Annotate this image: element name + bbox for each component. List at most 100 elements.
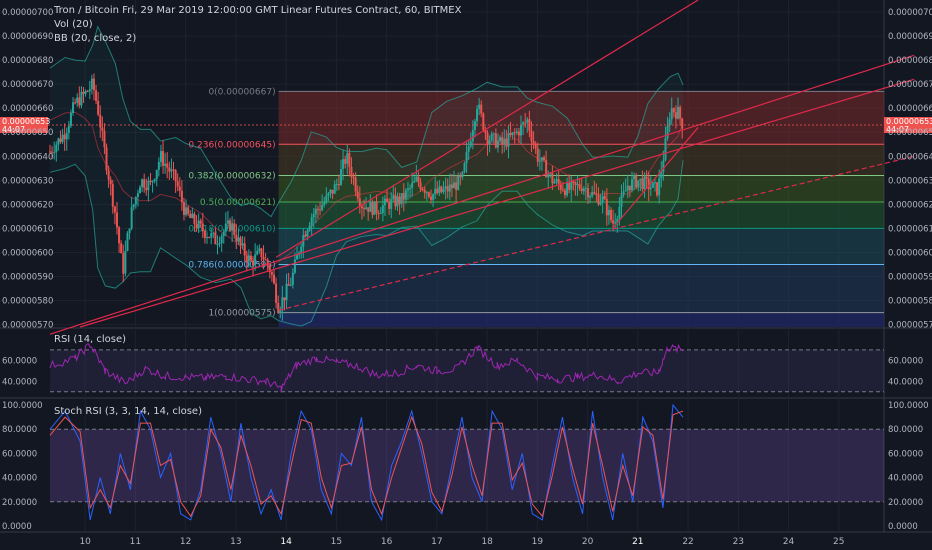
y-tick-label-right: 0.00000690 xyxy=(888,32,932,42)
candle-body xyxy=(653,182,656,184)
candle-body xyxy=(459,175,462,178)
candle-body xyxy=(256,250,259,255)
bb-indicator-label[interactable]: BB (20, close, 2) xyxy=(54,33,137,44)
candle-body xyxy=(243,243,246,256)
candle-body xyxy=(425,192,428,194)
candle-body xyxy=(591,192,594,196)
candle-body xyxy=(402,193,405,200)
candle-body xyxy=(551,173,554,184)
bb-basis xyxy=(49,111,684,267)
candle-body xyxy=(312,214,315,218)
candle-body xyxy=(482,113,485,130)
candle-body xyxy=(210,233,213,238)
y-tick-label-right: 0.00000700 xyxy=(888,8,932,18)
candle-body xyxy=(237,237,240,242)
y-tick-label-left: 0.00000580 xyxy=(2,297,53,307)
candle-body xyxy=(337,183,340,185)
candle-body xyxy=(438,186,441,194)
candle-body xyxy=(235,234,238,242)
candle-body xyxy=(65,132,68,140)
candle-body xyxy=(178,186,181,191)
candle-body xyxy=(323,201,326,205)
candle-body xyxy=(78,97,81,106)
candle-body xyxy=(658,178,661,196)
candle-body xyxy=(505,138,508,147)
y-tick-label-right: 0.00000620 xyxy=(888,200,932,210)
y-tick-label-left: 0.00000680 xyxy=(2,56,53,66)
candle-body xyxy=(159,151,162,162)
candle-body xyxy=(80,91,83,106)
candle-body xyxy=(572,181,575,183)
candle-body xyxy=(568,183,571,190)
fib-zone xyxy=(278,312,884,327)
candle-body xyxy=(618,206,621,219)
candle-body xyxy=(668,119,671,126)
candle-body xyxy=(406,188,409,191)
candle-body xyxy=(92,78,95,91)
candle-body xyxy=(612,220,615,224)
x-tick-label: 18 xyxy=(481,537,493,547)
candle-body xyxy=(499,137,502,142)
candle-body xyxy=(484,129,487,133)
candle-body xyxy=(419,182,422,190)
candle-body xyxy=(67,125,70,133)
candle-body xyxy=(511,132,514,136)
candle-body xyxy=(105,147,108,171)
candle-body xyxy=(55,144,58,153)
channel-upper-line xyxy=(79,78,915,328)
candle-body xyxy=(139,187,142,194)
candle-body xyxy=(677,107,680,119)
candle-body xyxy=(90,78,93,90)
candle-body xyxy=(549,173,552,175)
candle-body xyxy=(316,208,319,210)
candle-body xyxy=(59,138,62,142)
stoch-tick-label-right: 40.0000 xyxy=(888,474,923,484)
candle-body xyxy=(107,170,110,180)
candle-body xyxy=(220,236,223,244)
candle-body xyxy=(465,151,468,164)
fib-level-label: 1(0.00000575) xyxy=(208,309,275,319)
candle-body xyxy=(371,201,374,215)
candle-body xyxy=(252,260,255,266)
candle-body xyxy=(354,177,357,192)
candle-body xyxy=(626,185,629,191)
candle-body xyxy=(566,183,569,196)
candle-body xyxy=(580,188,583,192)
candle-body xyxy=(180,190,183,203)
y-tick-label-right: 0.00000660 xyxy=(888,104,932,114)
x-tick-label: 21 xyxy=(632,537,643,547)
candle-body xyxy=(400,193,403,204)
candle-body xyxy=(570,181,573,190)
candle-body xyxy=(120,243,123,254)
candle-body xyxy=(342,159,345,170)
y-tick-label-right: 0.00000650 xyxy=(888,128,932,138)
candle-body xyxy=(132,204,135,208)
stoch-indicator-label[interactable]: Stoch RSI (3, 3, 14, 14, close) xyxy=(54,406,202,417)
candle-body xyxy=(358,198,361,207)
candle-body xyxy=(679,107,682,119)
candle-body xyxy=(394,195,397,207)
candle-body xyxy=(187,207,190,214)
candle-body xyxy=(478,104,481,109)
candle-body xyxy=(507,133,510,147)
channel-mid-line xyxy=(49,54,915,335)
candle-body xyxy=(325,195,328,202)
candle-body xyxy=(586,188,589,198)
fib-level-label: 0.236(0.00000645) xyxy=(188,140,275,150)
candle-body xyxy=(637,180,640,188)
candle-body xyxy=(277,302,280,313)
candle-body xyxy=(222,231,225,237)
candle-body xyxy=(229,220,232,231)
candle-body xyxy=(346,153,349,164)
candle-body xyxy=(610,209,613,221)
vol-indicator-label[interactable]: Vol (20) xyxy=(54,19,93,30)
candle-body xyxy=(440,186,443,192)
candle-body xyxy=(530,130,533,142)
candle-body xyxy=(151,181,154,183)
y-tick-label-right: 0.00000630 xyxy=(888,176,932,186)
rsi-indicator-label[interactable]: RSI (14, close) xyxy=(54,334,127,345)
candle-body xyxy=(396,196,399,207)
candle-body xyxy=(319,209,322,211)
candle-body xyxy=(517,131,520,136)
